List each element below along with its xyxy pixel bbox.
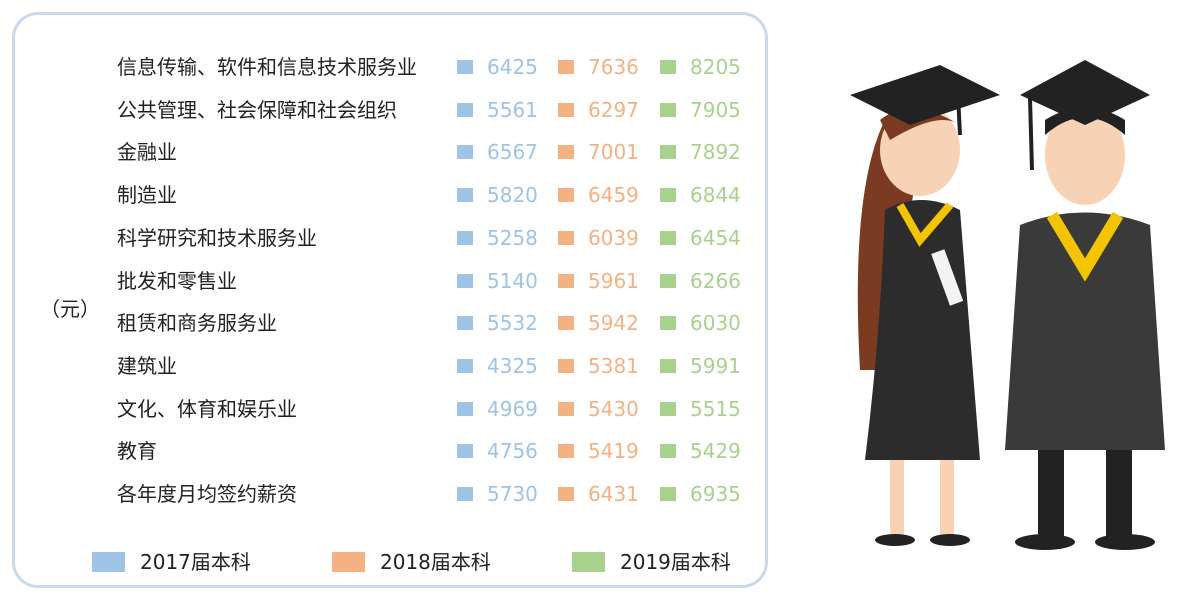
color-key <box>457 359 473 373</box>
legend-swatch <box>92 552 125 572</box>
value: 6454 <box>690 226 741 250</box>
row-label: 文化、体育和娱乐业 <box>117 397 297 421</box>
row-label: 科学研究和技术服务业 <box>117 226 317 250</box>
value: 7001 <box>588 140 639 164</box>
legend-label: 2019届本科 <box>620 550 731 574</box>
color-key <box>660 231 676 245</box>
row-label: 制造业 <box>117 183 177 207</box>
color-key <box>457 231 473 245</box>
color-key <box>457 188 473 202</box>
value: 5942 <box>588 311 639 335</box>
value: 6431 <box>588 482 639 506</box>
value: 5419 <box>588 439 639 463</box>
color-key <box>558 274 574 288</box>
color-key <box>558 402 574 416</box>
value: 6425 <box>487 55 538 79</box>
row-label: 公共管理、社会保障和社会组织 <box>117 98 397 122</box>
value: 4756 <box>487 439 538 463</box>
value: 5730 <box>487 482 538 506</box>
color-key <box>457 316 473 330</box>
color-key <box>558 359 574 373</box>
color-key <box>457 444 473 458</box>
value: 6266 <box>690 269 741 293</box>
color-key <box>457 487 473 501</box>
color-key <box>558 145 574 159</box>
value: 5140 <box>487 269 538 293</box>
value: 6935 <box>690 482 741 506</box>
value: 5258 <box>487 226 538 250</box>
value: 6459 <box>588 183 639 207</box>
row-label: 各年度月均签约薪资 <box>117 482 297 506</box>
color-key <box>660 60 676 74</box>
color-key <box>558 103 574 117</box>
color-key <box>660 359 676 373</box>
color-key <box>660 487 676 501</box>
row-label: 批发和零售业 <box>117 269 237 293</box>
value: 5515 <box>690 397 741 421</box>
color-key <box>660 188 676 202</box>
legend-swatch <box>572 552 605 572</box>
value: 6039 <box>588 226 639 250</box>
value: 6844 <box>690 183 741 207</box>
row-label: 金融业 <box>117 140 177 164</box>
color-key <box>558 316 574 330</box>
row-label: 信息传输、软件和信息技术服务业 <box>117 55 417 79</box>
value: 5961 <box>588 269 639 293</box>
value: 7892 <box>690 140 741 164</box>
color-key <box>558 444 574 458</box>
value: 6297 <box>588 98 639 122</box>
graduates-illustration <box>790 40 1180 560</box>
unit-label: （元） <box>40 297 100 321</box>
legend-swatch <box>332 552 365 572</box>
value: 5430 <box>588 397 639 421</box>
row-label: 租赁和商务服务业 <box>117 311 277 335</box>
color-key <box>558 188 574 202</box>
color-key <box>660 316 676 330</box>
value: 5381 <box>588 354 639 378</box>
color-key <box>558 60 574 74</box>
legend-label: 2017届本科 <box>140 550 251 574</box>
value: 4969 <box>487 397 538 421</box>
row-label: 教育 <box>117 439 157 463</box>
value: 6030 <box>690 311 741 335</box>
color-key <box>457 274 473 288</box>
color-key <box>457 103 473 117</box>
color-key <box>660 145 676 159</box>
page: {"table": { "unit": "（元）", "series": [ {… <box>0 0 1184 593</box>
legend-label: 2018届本科 <box>380 550 491 574</box>
value: 7636 <box>588 55 639 79</box>
color-key <box>558 487 574 501</box>
value: 6567 <box>487 140 538 164</box>
color-key <box>457 402 473 416</box>
value: 8205 <box>690 55 741 79</box>
value: 5532 <box>487 311 538 335</box>
color-key <box>457 60 473 74</box>
color-key <box>660 402 676 416</box>
value: 5991 <box>690 354 741 378</box>
row-label: 建筑业 <box>117 354 177 378</box>
value: 5820 <box>487 183 538 207</box>
value: 5429 <box>690 439 741 463</box>
color-key <box>457 145 473 159</box>
value: 7905 <box>690 98 741 122</box>
value: 4325 <box>487 354 538 378</box>
color-key <box>558 231 574 245</box>
value: 5561 <box>487 98 538 122</box>
color-key <box>660 103 676 117</box>
color-key <box>660 274 676 288</box>
color-key <box>660 444 676 458</box>
